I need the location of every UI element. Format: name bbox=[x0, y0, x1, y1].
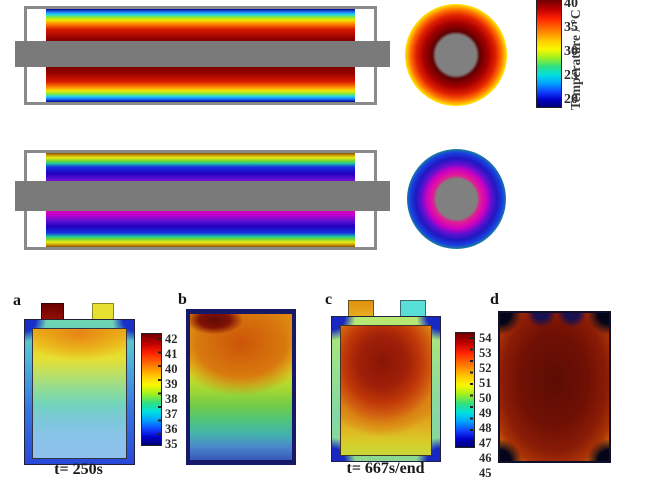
colorbar-temperature bbox=[536, 0, 562, 108]
tick-label: 45 bbox=[479, 466, 492, 480]
cylinder-mandrel-bar-1 bbox=[15, 41, 390, 67]
pouch-a-body bbox=[32, 328, 127, 459]
tick-label: 40 bbox=[165, 362, 178, 376]
cylinder-mandrel-bar-2 bbox=[15, 181, 390, 211]
panel-c-label: c bbox=[325, 291, 333, 308]
pouch-d-infrared-image bbox=[498, 311, 611, 463]
colorbar-a-ticks: 42 41 40 39 38 37 36 35 bbox=[165, 332, 178, 451]
pouch-c-heatmap bbox=[331, 316, 441, 462]
tick-label: 25 bbox=[564, 68, 578, 83]
tick-label: 37 bbox=[165, 407, 178, 421]
pouch-a-heatmap bbox=[24, 319, 135, 465]
colorbar-axis-label: Temperature / °C bbox=[568, 9, 583, 110]
tick-label: 35 bbox=[564, 20, 578, 35]
time-label-a: t= 250s bbox=[54, 461, 103, 478]
tick-label: 20 bbox=[564, 92, 578, 107]
tick-label: 40 bbox=[564, 0, 578, 11]
tick-label: 39 bbox=[165, 377, 178, 391]
colorbar-c-ticks: 54 53 52 51 50 49 48 47 46 45 bbox=[479, 331, 492, 480]
pouch-b-thermal-field bbox=[190, 314, 292, 460]
tick-label: 54 bbox=[479, 331, 492, 345]
pouch-c-body bbox=[340, 325, 432, 456]
cylinder-radial-section-1 bbox=[405, 4, 507, 106]
tick-label: 48 bbox=[479, 421, 492, 435]
tick-label: 35 bbox=[165, 437, 178, 451]
colorbar-c-tickmarks bbox=[470, 337, 473, 441]
tick-label: 52 bbox=[479, 361, 492, 375]
panel-d-label: d bbox=[490, 291, 499, 308]
colorbar-a-tickmarks bbox=[158, 338, 161, 438]
colorbar-a bbox=[141, 333, 162, 446]
tick-label: 30 bbox=[564, 44, 578, 59]
tick-label: 36 bbox=[165, 422, 178, 436]
tick-label: 42 bbox=[165, 332, 178, 346]
panel-b-label: b bbox=[178, 291, 187, 308]
tick-label: 53 bbox=[479, 346, 492, 360]
colorbar-temperature-ticks: 40 35 30 25 20 bbox=[564, 0, 578, 108]
tick-label: 49 bbox=[479, 406, 492, 420]
tick-label: 51 bbox=[479, 376, 492, 390]
pouch-b-infrared-image bbox=[186, 309, 296, 465]
tick-label: 50 bbox=[479, 391, 492, 405]
tick-label: 47 bbox=[479, 436, 492, 450]
cylinder-radial-section-2 bbox=[407, 149, 506, 249]
tick-label: 41 bbox=[165, 347, 178, 361]
tick-label: 38 bbox=[165, 392, 178, 406]
panel-a-label: a bbox=[13, 292, 21, 309]
pouch-d-thermal-field bbox=[500, 313, 609, 461]
tick-label: 46 bbox=[479, 451, 492, 465]
time-label-c: t= 667s/end bbox=[346, 460, 425, 477]
